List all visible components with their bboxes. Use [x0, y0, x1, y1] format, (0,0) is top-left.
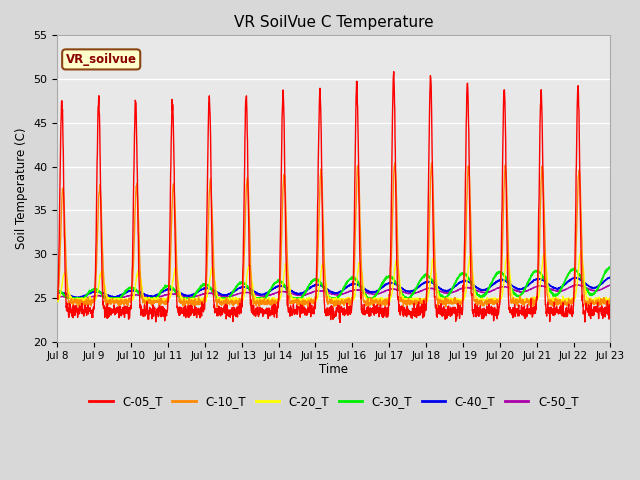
Legend: C-05_T, C-10_T, C-20_T, C-30_T, C-40_T, C-50_T: C-05_T, C-10_T, C-20_T, C-30_T, C-40_T, … — [84, 391, 583, 413]
Text: VR_soilvue: VR_soilvue — [66, 53, 137, 66]
Y-axis label: Soil Temperature (C): Soil Temperature (C) — [15, 128, 28, 249]
Title: VR SoilVue C Temperature: VR SoilVue C Temperature — [234, 15, 434, 30]
X-axis label: Time: Time — [319, 363, 348, 376]
